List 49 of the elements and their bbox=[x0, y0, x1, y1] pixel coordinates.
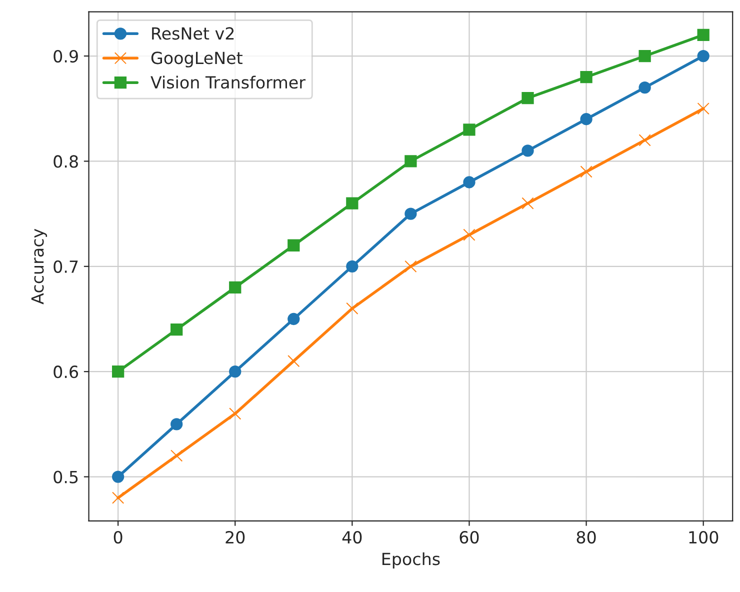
point bbox=[638, 134, 651, 146]
point bbox=[522, 144, 534, 157]
point bbox=[170, 323, 183, 336]
point bbox=[112, 492, 124, 504]
point bbox=[229, 281, 242, 294]
point bbox=[229, 408, 242, 420]
x-tick-label: 60 bbox=[460, 530, 479, 544]
point bbox=[288, 239, 300, 252]
point bbox=[463, 124, 476, 136]
point bbox=[288, 312, 300, 326]
x-axis-title: Epochs bbox=[382, 552, 440, 568]
point bbox=[638, 50, 651, 62]
point bbox=[404, 260, 417, 272]
x-tick-label: 80 bbox=[576, 530, 596, 544]
point bbox=[522, 92, 534, 104]
point bbox=[288, 354, 300, 368]
y-tick-label: 0.7 bbox=[54, 260, 78, 273]
point bbox=[170, 450, 183, 462]
point bbox=[404, 208, 417, 220]
point bbox=[580, 70, 592, 84]
point bbox=[229, 366, 242, 378]
x-tick-label: 100 bbox=[689, 530, 718, 544]
point bbox=[346, 260, 358, 272]
point bbox=[170, 418, 183, 430]
point bbox=[522, 197, 534, 210]
x-tick-label: 40 bbox=[342, 530, 362, 544]
point bbox=[580, 166, 592, 178]
point bbox=[697, 28, 710, 42]
point bbox=[463, 176, 476, 188]
point bbox=[404, 155, 417, 168]
point bbox=[638, 82, 651, 94]
y-tick-label: 0.5 bbox=[54, 470, 78, 484]
point bbox=[112, 366, 124, 378]
legend-label: ResNet v2 bbox=[152, 27, 234, 40]
point bbox=[463, 228, 476, 241]
y-tick-label: 0.8 bbox=[54, 155, 78, 168]
point bbox=[697, 50, 710, 62]
x-tick-label: 0 bbox=[114, 530, 122, 544]
legend-label: Vision Transformer bbox=[150, 76, 306, 89]
point bbox=[697, 102, 710, 115]
point bbox=[346, 197, 358, 210]
y-axis-title: Accuracy bbox=[31, 228, 48, 304]
point bbox=[112, 470, 124, 483]
y-tick-label: 0.9 bbox=[54, 50, 78, 63]
x-tick-label: 20 bbox=[226, 530, 245, 544]
legend-label: GoogLeNet bbox=[151, 52, 242, 68]
y-tick-label: 0.6 bbox=[54, 366, 78, 378]
point bbox=[346, 302, 358, 315]
point bbox=[580, 113, 592, 126]
